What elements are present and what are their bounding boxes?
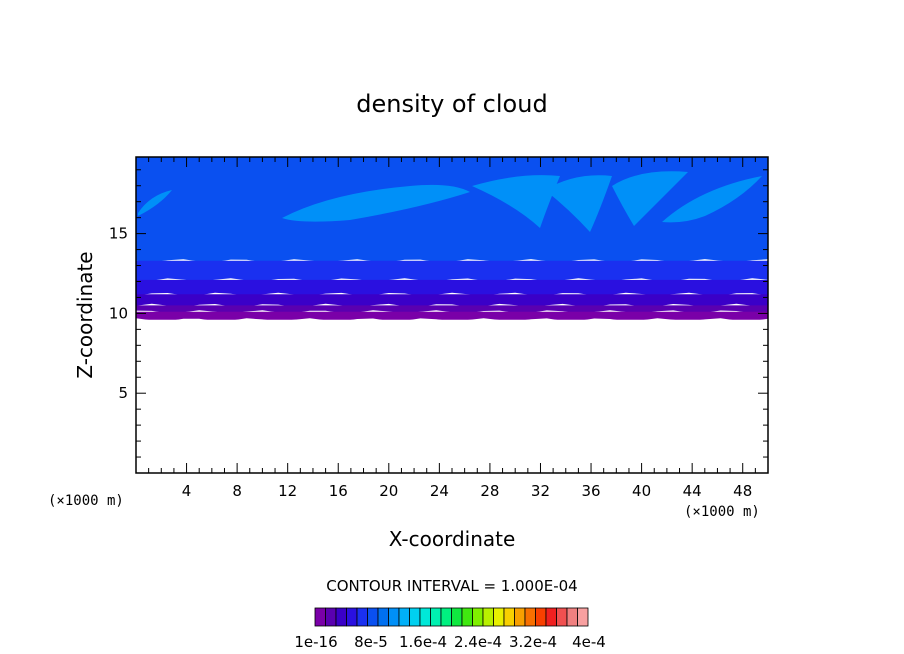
colorbar-swatch xyxy=(566,607,578,627)
colorbar-swatch xyxy=(430,607,442,627)
chart-title: density of cloud xyxy=(356,90,547,118)
colorbar-swatch xyxy=(472,607,484,627)
colorbar-swatch xyxy=(514,607,526,627)
y-tick-label: 10 xyxy=(109,304,128,322)
y-axis-label: Z-coordinate xyxy=(73,251,97,378)
contour-interval-text: CONTOUR INTERVAL = 1.000E-04 xyxy=(326,577,577,595)
colorbar-swatch xyxy=(524,607,536,627)
x-tick-label: 12 xyxy=(278,482,297,500)
colorbar-swatch xyxy=(367,607,379,627)
colorbar-swatch xyxy=(493,607,505,627)
y-unit-label: (×1000 m) xyxy=(48,493,124,509)
x-tick-label: 24 xyxy=(430,482,449,500)
contour-band xyxy=(136,157,768,263)
colorbar: 1e-16 8e-5 1.6e-4 2.4e-4 3.2e-4 4e-4 xyxy=(294,607,606,651)
colorbar-label: 2.4e-4 xyxy=(454,633,502,651)
cloud-patch xyxy=(545,175,612,232)
colorbar-swatch xyxy=(535,607,547,627)
colorbar-swatch xyxy=(377,607,389,627)
cloud-patch xyxy=(138,190,172,216)
colorbar-swatch xyxy=(461,607,473,627)
cloud-patch xyxy=(612,171,688,226)
contour-band xyxy=(136,279,768,296)
colorbar-swatch xyxy=(356,607,368,627)
x-tick-label: 20 xyxy=(379,482,398,500)
colorbar-swatch xyxy=(409,607,421,627)
y-tick-label: 5 xyxy=(118,384,128,402)
x-tick-label: 8 xyxy=(232,482,242,500)
colorbar-label: 1.6e-4 xyxy=(399,633,447,651)
colorbar-swatch xyxy=(503,607,515,627)
x-tick-label: 40 xyxy=(632,482,651,500)
y-tick-label: 15 xyxy=(109,225,128,243)
x-axis-label: X-coordinate xyxy=(389,527,516,551)
x-tick-label: 32 xyxy=(531,482,550,500)
colorbar-swatch xyxy=(482,607,494,627)
contour-band xyxy=(136,311,768,322)
colorbar-swatch xyxy=(440,607,452,627)
colorbar-swatch xyxy=(419,607,431,627)
plot-area xyxy=(136,157,768,473)
colorbar-swatch xyxy=(545,607,557,627)
colorbar-swatch xyxy=(346,607,358,627)
colorbar-swatch xyxy=(451,607,463,627)
colorbar-swatch xyxy=(556,607,568,627)
colorbar-swatch xyxy=(314,607,326,627)
colorbar-swatch xyxy=(325,607,337,627)
x-tick-label: 36 xyxy=(581,482,600,500)
contour-band xyxy=(136,319,768,473)
colorbar-swatch xyxy=(335,607,347,627)
colorbar-label: 4e-4 xyxy=(572,633,606,651)
cloud-patch xyxy=(472,175,560,228)
colorbar-label: 1e-16 xyxy=(294,633,337,651)
colorbar-swatch xyxy=(398,607,410,627)
x-tick-label: 16 xyxy=(329,482,348,500)
contour-band xyxy=(136,294,768,307)
colorbar-label: 3.2e-4 xyxy=(509,633,557,651)
colorbar-label: 8e-5 xyxy=(354,633,388,651)
x-unit-label: (×1000 m) xyxy=(684,504,760,520)
x-tick-label: 28 xyxy=(480,482,499,500)
cloud-patch xyxy=(662,176,762,223)
x-tick-label: 44 xyxy=(683,482,702,500)
colorbar-swatch xyxy=(388,607,400,627)
cloud-patch xyxy=(282,184,470,222)
x-tick-label: 48 xyxy=(733,482,752,500)
contour-band xyxy=(136,260,768,282)
x-tick-label: 4 xyxy=(182,482,192,500)
contour-band xyxy=(136,305,768,314)
colorbar-swatch xyxy=(577,607,589,627)
